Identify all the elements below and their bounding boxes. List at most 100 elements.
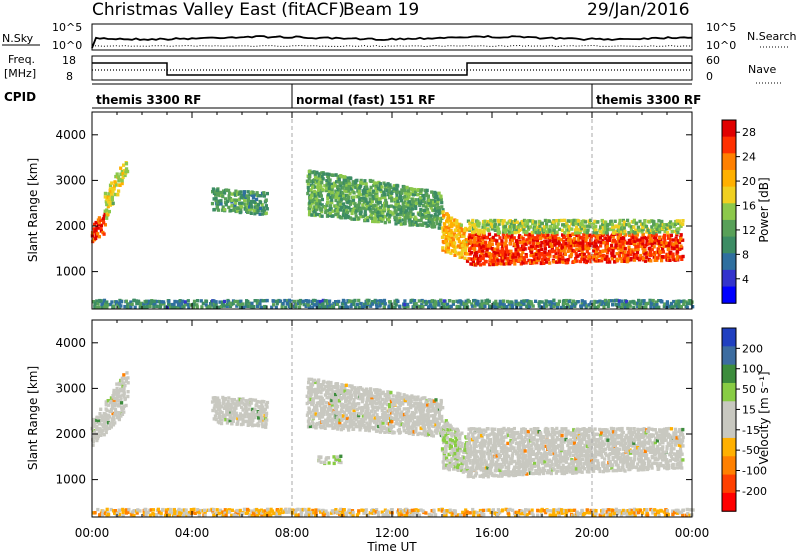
data-cell	[240, 413, 244, 417]
data-cell	[452, 432, 456, 437]
data-cell	[575, 233, 579, 238]
data-cell	[656, 238, 661, 243]
data-cell	[446, 214, 450, 218]
data-cell	[169, 305, 173, 310]
data-cell	[469, 238, 473, 242]
data-cell	[531, 252, 535, 257]
data-cell	[378, 197, 382, 201]
data-cell	[311, 400, 315, 404]
data-cell	[576, 219, 581, 223]
data-cell	[331, 209, 335, 213]
data-cell	[392, 424, 396, 428]
data-cell	[460, 444, 464, 449]
data-cell	[475, 250, 479, 255]
data-cell	[451, 299, 455, 304]
data-cell	[515, 242, 520, 246]
data-cell	[97, 419, 101, 423]
data-cell	[344, 197, 348, 201]
data-cell	[356, 386, 360, 390]
data-cell	[359, 178, 363, 183]
data-cell	[555, 219, 559, 223]
data-cell	[449, 432, 453, 436]
data-cell	[220, 418, 224, 422]
data-cell	[582, 236, 586, 241]
data-cell	[298, 300, 302, 304]
data-cell	[390, 403, 394, 407]
data-cell	[533, 236, 537, 240]
data-cell	[462, 247, 466, 252]
data-cell	[319, 385, 324, 389]
data-cell	[373, 426, 377, 430]
data-cell	[113, 421, 117, 425]
data-cell	[538, 255, 542, 259]
data-cell	[650, 241, 654, 245]
data-cell	[435, 402, 439, 406]
data-cell	[661, 255, 665, 259]
data-cell	[499, 250, 503, 254]
data-cell	[585, 304, 589, 308]
data-cell	[611, 246, 615, 250]
data-cell	[373, 219, 377, 224]
data-cell	[433, 414, 437, 419]
data-cell	[358, 186, 362, 190]
data-cell	[557, 236, 561, 241]
data-cell	[501, 222, 505, 226]
data-cell	[492, 259, 497, 263]
data-cell	[352, 206, 356, 210]
data-cell	[403, 423, 407, 427]
data-cell	[632, 225, 636, 229]
data-cell	[502, 303, 506, 307]
data-cell	[326, 380, 330, 384]
data-cell	[423, 209, 427, 213]
data-cell	[383, 302, 387, 306]
data-cell	[654, 300, 658, 304]
data-cell	[658, 236, 662, 240]
data-cell	[225, 407, 229, 411]
data-cell	[95, 299, 99, 303]
data-cell	[97, 429, 101, 434]
data-cell	[479, 468, 483, 472]
data-cell	[437, 299, 441, 304]
data-cell	[431, 225, 435, 229]
data-cell	[437, 413, 441, 418]
data-cell	[329, 182, 334, 186]
data-cell	[340, 205, 344, 210]
data-cell	[522, 224, 526, 229]
data-cell	[572, 218, 576, 223]
data-cell	[533, 222, 538, 227]
data-cell	[658, 227, 662, 232]
data-cell	[341, 405, 346, 409]
data-cell	[323, 393, 327, 397]
data-cell	[382, 181, 386, 185]
data-cell	[352, 414, 356, 418]
data-cell	[459, 225, 463, 230]
data-cell	[503, 256, 507, 260]
data-cell	[678, 238, 683, 242]
data-cell	[113, 407, 118, 412]
data-cell	[334, 421, 338, 426]
data-cell	[349, 299, 353, 303]
data-cell	[633, 242, 637, 246]
data-cell	[307, 422, 311, 426]
data-cell	[680, 246, 684, 250]
data-cell	[410, 207, 414, 211]
data-cell	[347, 186, 351, 191]
data-cell	[255, 197, 259, 202]
data-cell	[260, 403, 264, 407]
data-cell	[540, 300, 544, 304]
data-cell	[476, 299, 480, 304]
data-cell	[662, 233, 667, 237]
data-cell	[491, 235, 495, 240]
data-cell	[662, 304, 666, 309]
data-cell	[405, 394, 409, 398]
data-cell	[358, 422, 362, 427]
data-cell	[307, 388, 311, 392]
data-cell	[552, 260, 556, 264]
data-cell	[213, 404, 217, 408]
data-cell	[608, 236, 612, 240]
data-cell	[443, 445, 448, 449]
data-cell	[153, 299, 157, 303]
data-cell	[343, 386, 347, 390]
data-cell	[347, 181, 352, 185]
data-cell	[218, 412, 222, 416]
